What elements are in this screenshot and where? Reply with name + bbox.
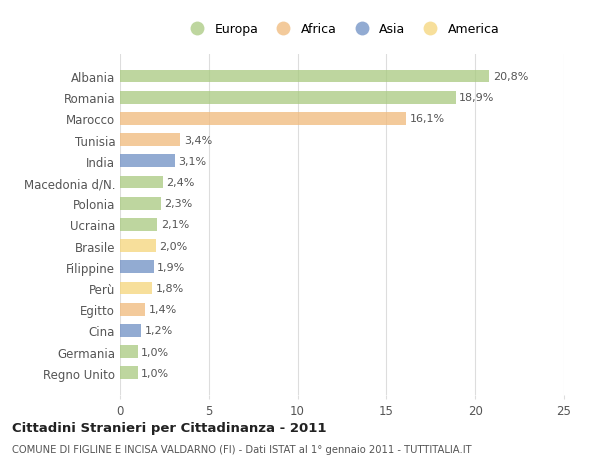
Bar bbox=[120, 282, 152, 295]
Bar bbox=[120, 92, 455, 104]
Bar bbox=[120, 367, 138, 379]
Text: 1,2%: 1,2% bbox=[145, 326, 173, 336]
Text: 3,4%: 3,4% bbox=[184, 135, 212, 146]
Bar bbox=[120, 155, 175, 168]
Bar bbox=[120, 113, 406, 125]
Text: 16,1%: 16,1% bbox=[409, 114, 445, 124]
Bar bbox=[120, 134, 181, 147]
Text: 1,0%: 1,0% bbox=[142, 347, 169, 357]
Bar bbox=[120, 71, 490, 83]
Bar bbox=[120, 325, 142, 337]
Text: Cittadini Stranieri per Cittadinanza - 2011: Cittadini Stranieri per Cittadinanza - 2… bbox=[12, 421, 326, 434]
Text: 2,1%: 2,1% bbox=[161, 220, 189, 230]
Bar bbox=[120, 261, 154, 274]
Bar bbox=[120, 303, 145, 316]
Bar bbox=[120, 346, 138, 358]
Bar bbox=[120, 218, 157, 231]
Legend: Europa, Africa, Asia, America: Europa, Africa, Asia, America bbox=[182, 21, 502, 39]
Text: 2,3%: 2,3% bbox=[164, 199, 193, 209]
Text: 1,9%: 1,9% bbox=[157, 262, 185, 272]
Text: 2,0%: 2,0% bbox=[159, 241, 187, 251]
Text: 1,4%: 1,4% bbox=[148, 304, 176, 314]
Bar bbox=[120, 176, 163, 189]
Bar bbox=[120, 240, 155, 252]
Text: 2,4%: 2,4% bbox=[166, 178, 194, 188]
Text: 18,9%: 18,9% bbox=[459, 93, 494, 103]
Bar bbox=[120, 197, 161, 210]
Text: 3,1%: 3,1% bbox=[179, 157, 207, 167]
Text: 1,0%: 1,0% bbox=[142, 368, 169, 378]
Text: COMUNE DI FIGLINE E INCISA VALDARNO (FI) - Dati ISTAT al 1° gennaio 2011 - TUTTI: COMUNE DI FIGLINE E INCISA VALDARNO (FI)… bbox=[12, 444, 472, 454]
Text: 20,8%: 20,8% bbox=[493, 72, 529, 82]
Text: 1,8%: 1,8% bbox=[155, 283, 184, 293]
